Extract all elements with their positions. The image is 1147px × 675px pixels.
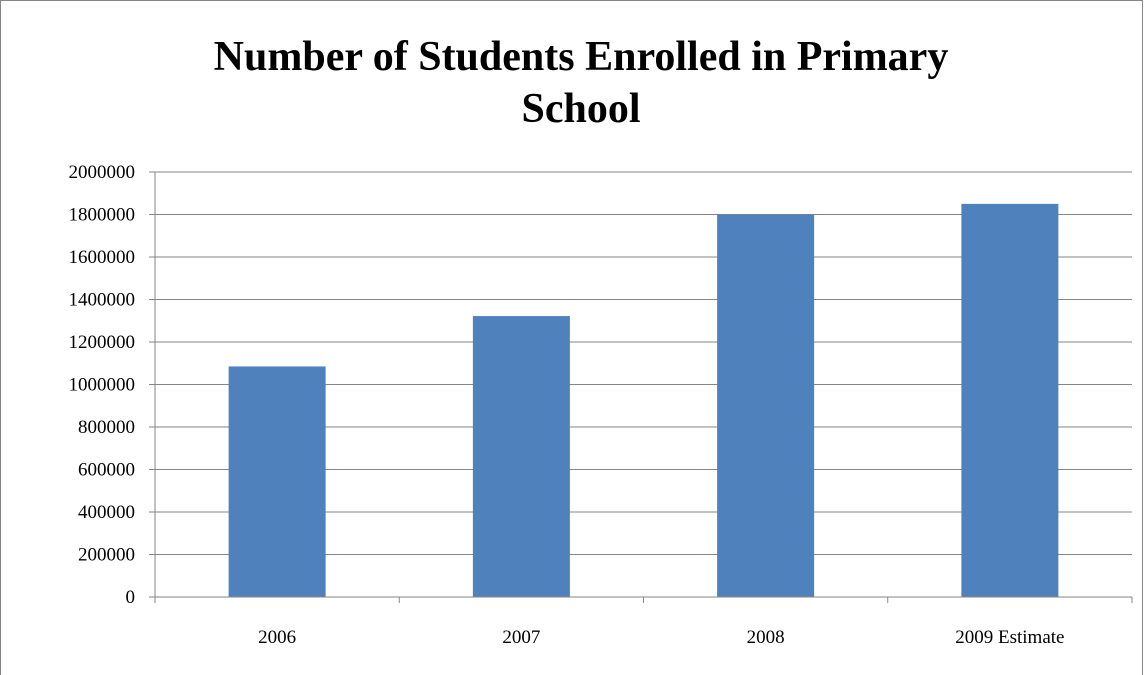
chart-title-line-1: Number of Students Enrolled in Primary [213,34,949,80]
y-tick-label: 1000000 [69,375,136,396]
y-tick-label: 0 [126,587,136,608]
x-tick-label: 2006 [258,627,296,648]
chart-title: Number of Students Enrolled in Primary S… [31,31,1131,135]
x-tick-label: 2007 [502,627,540,648]
bar [228,366,326,597]
y-tick-label: 1400000 [69,290,136,311]
bar [472,316,570,597]
bar [961,203,1059,597]
y-tick-label: 1600000 [69,247,136,268]
y-tick-label: 800000 [78,417,135,438]
y-tick-label: 2000000 [69,162,136,183]
x-tick-label: 2009 Estimate [955,627,1064,648]
y-tick-label: 600000 [78,460,135,481]
bar [717,214,815,597]
x-tick-label: 2008 [747,627,785,648]
y-tick-label: 200000 [78,545,135,566]
y-tick-label: 1200000 [69,332,136,353]
chart-title-line-2: School [521,86,641,132]
y-tick-label: 1800000 [69,205,136,226]
y-tick-label: 400000 [78,502,135,523]
